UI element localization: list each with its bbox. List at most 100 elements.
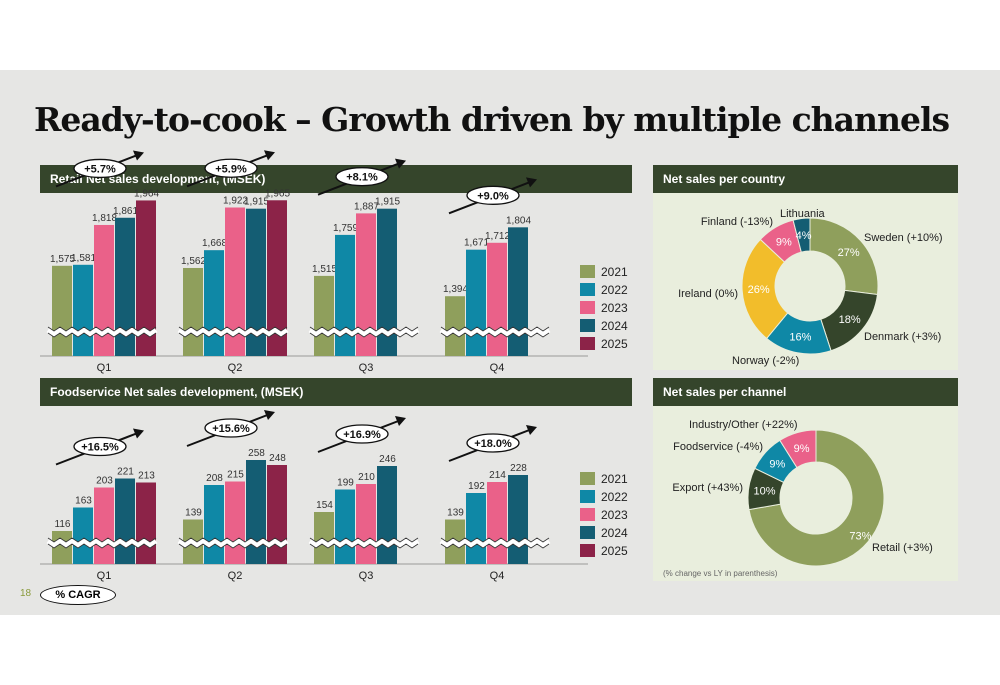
- x-tick-label: Q4: [490, 362, 505, 374]
- data-label: 1,922: [223, 196, 248, 207]
- legend-label: 2024: [601, 319, 628, 333]
- slice-label: Sweden (+10%): [864, 232, 943, 244]
- x-tick-label: Q2: [228, 570, 243, 582]
- cagr-badge: [335, 167, 389, 187]
- legend-label: 2023: [601, 301, 628, 315]
- slice-label: Foodservice (-4%): [673, 441, 763, 453]
- axis-break-band: [46, 326, 158, 338]
- axis-break-band: [177, 537, 289, 549]
- data-label: 1,394: [443, 284, 468, 295]
- legend-swatch: [580, 472, 595, 485]
- data-label: 221: [117, 467, 134, 478]
- x-tick-label: Q1: [97, 362, 112, 374]
- legend-swatch: [580, 319, 595, 332]
- axis-break-line: [440, 537, 550, 543]
- legend-label: 2025: [601, 544, 628, 558]
- cagr-label: +5.9%: [215, 163, 247, 175]
- slice-percent: 26%: [748, 284, 770, 296]
- axis-break-line: [309, 332, 419, 338]
- legend-label: 2021: [601, 472, 628, 486]
- cagr-badge: [73, 436, 127, 457]
- axis-break-line: [178, 543, 288, 549]
- country-header: Net sales per country: [653, 165, 958, 193]
- slice-percent: 9%: [794, 443, 810, 455]
- axis-break-line: [47, 537, 157, 543]
- footnote: (% change vs LY in parenthesis): [663, 569, 778, 578]
- slice-percent: 9%: [776, 237, 792, 249]
- bar: [246, 208, 266, 356]
- data-label: 258: [248, 448, 265, 459]
- axis-break-line: [47, 326, 157, 332]
- cagr-label: +15.6%: [212, 423, 250, 435]
- axis-break-band: [439, 537, 551, 549]
- legend-swatch: [580, 508, 595, 521]
- axis-break-line: [440, 326, 550, 332]
- data-label: 1,515: [312, 264, 337, 275]
- axis-break-band: [439, 326, 551, 338]
- legend-label: 2022: [601, 490, 628, 504]
- cagr-arrowhead: [526, 177, 537, 188]
- data-label: 210: [358, 472, 375, 483]
- slice-label: Retail (+3%): [872, 542, 933, 554]
- data-label: 1,887: [354, 201, 379, 212]
- data-label: 1,804: [506, 215, 531, 226]
- data-label: 1,965: [265, 188, 290, 199]
- bar: [115, 217, 135, 356]
- axis-break-band: [308, 326, 420, 338]
- cagr-badge: [204, 158, 258, 178]
- bar: [267, 200, 287, 356]
- cagr-arrowhead: [264, 410, 275, 420]
- legend-swatch: [580, 301, 595, 314]
- axis-break-band: [308, 537, 420, 549]
- data-label: 192: [468, 481, 485, 492]
- axis-break-line: [47, 543, 157, 549]
- slice-percent: 18%: [839, 314, 861, 326]
- page-number: 18: [20, 588, 32, 599]
- slice-percent: 10%: [753, 486, 775, 498]
- data-label: 199: [337, 478, 354, 489]
- axis-break-line: [309, 326, 419, 332]
- axis-break-line: [440, 332, 550, 338]
- legend-label: 2024: [601, 526, 628, 540]
- data-label: 1,818: [92, 213, 117, 224]
- data-label: 1,712: [485, 231, 510, 242]
- data-label: 208: [206, 473, 223, 484]
- legend-label: 2022: [601, 283, 628, 297]
- data-label: 1,759: [333, 223, 358, 234]
- data-label: 1,915: [244, 197, 269, 208]
- data-label: 154: [316, 500, 333, 511]
- donut-slice: [741, 238, 789, 340]
- bar: [225, 207, 245, 356]
- data-label: 1,671: [464, 238, 489, 249]
- slice-percent: 9%: [769, 458, 785, 470]
- data-label: 1,668: [202, 238, 227, 249]
- cagr-arrowhead: [264, 150, 275, 161]
- cagr-badge: [466, 433, 520, 453]
- cagr-badge: [204, 418, 258, 438]
- bar: [335, 234, 355, 356]
- data-label: 248: [269, 453, 286, 464]
- x-tick-label: Q1: [97, 570, 112, 582]
- data-label: 203: [96, 476, 113, 487]
- bar: [377, 208, 397, 356]
- axis-break-line: [178, 537, 288, 543]
- cagr-arrowhead: [395, 416, 406, 426]
- channel-header: Net sales per channel: [653, 378, 958, 406]
- page-title: Ready-to-cook – Growth driven by multipl…: [34, 100, 950, 139]
- cagr-arrowhead: [526, 425, 537, 435]
- cagr-arrowhead: [395, 158, 406, 169]
- legend-label: 2021: [601, 265, 628, 279]
- bar: [508, 227, 528, 356]
- cagr-label: +18.0%: [474, 438, 512, 450]
- data-label: 1,915: [375, 197, 400, 208]
- data-label: 215: [227, 470, 244, 481]
- slice-label: Lithuania: [780, 208, 826, 220]
- slice-percent: 27%: [838, 247, 860, 259]
- legend-swatch: [580, 544, 595, 557]
- x-tick-label: Q3: [359, 362, 374, 374]
- bar: [314, 512, 334, 564]
